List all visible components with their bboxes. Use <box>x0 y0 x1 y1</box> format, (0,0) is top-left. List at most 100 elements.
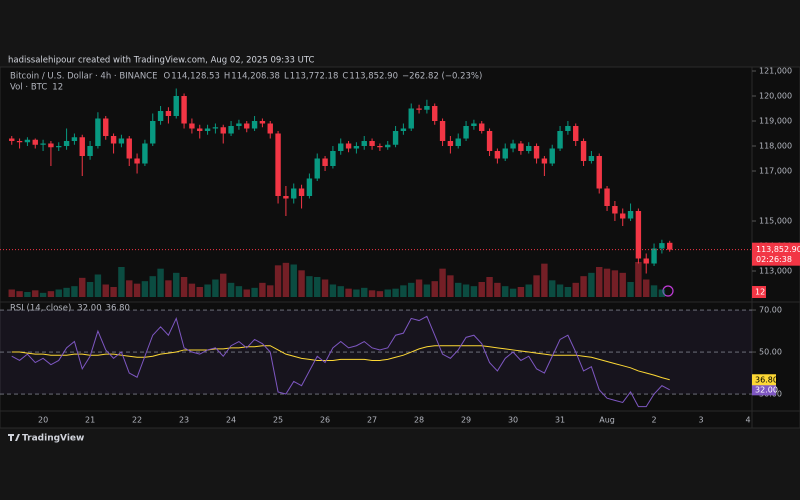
volume-bar <box>408 282 415 297</box>
volume-bar <box>533 275 540 297</box>
candle-body <box>79 137 85 156</box>
volume-bar <box>509 288 517 297</box>
candle-body <box>173 96 179 116</box>
candle-body <box>486 131 493 151</box>
candle-body <box>298 188 305 196</box>
volume-bar <box>314 277 321 297</box>
volume-last-box <box>752 286 766 298</box>
rsi-legend-value: 32.00 <box>77 304 101 314</box>
candle-body <box>596 156 602 189</box>
candle-body <box>659 243 665 249</box>
volume-bar <box>79 277 86 297</box>
candle-body <box>32 139 38 145</box>
rsi-legend-title: RSI (14, close) <box>10 304 71 314</box>
candle-body <box>518 143 524 151</box>
ohlc-value: 114,128.53 <box>171 72 220 82</box>
candle-body <box>510 143 516 149</box>
candle-body <box>150 121 156 144</box>
ohlc-value: 113,852.90 <box>349 72 398 82</box>
volume-bar <box>431 281 438 297</box>
candle-body <box>283 196 289 199</box>
x-tick-label: 3 <box>699 416 704 425</box>
candle-body <box>165 111 172 116</box>
volume-bar <box>415 279 423 297</box>
candle-body <box>244 123 250 129</box>
logo-mark <box>8 434 20 441</box>
candle-body <box>565 126 571 131</box>
candle-body <box>439 121 446 141</box>
candle-body <box>502 148 508 159</box>
volume-bar <box>423 284 431 297</box>
candle-body <box>635 211 642 259</box>
rsi-last-label: 36.80 <box>755 375 778 384</box>
credit: hadissalehipour created with TradingView… <box>8 56 315 66</box>
rsi-last-box <box>752 384 776 396</box>
rsi-line <box>11 345 670 381</box>
volume-bar <box>556 284 564 297</box>
x-tick-label: 25 <box>273 416 283 425</box>
volume-bar <box>298 270 305 297</box>
candle-body <box>557 131 563 149</box>
last-price-box <box>752 242 800 266</box>
volume-bar <box>494 282 501 297</box>
candle-body <box>385 144 391 148</box>
candle-body <box>447 141 454 146</box>
candle-body <box>424 106 430 110</box>
volume-bar <box>321 279 329 297</box>
x-tick-label: 23 <box>179 416 189 425</box>
x-tick-label: 30 <box>508 416 518 425</box>
volume-bar <box>455 282 462 297</box>
volume-bar <box>368 290 376 297</box>
y-tick-label: 121,000 <box>759 67 792 76</box>
y-tick-label: 117,000 <box>759 167 792 176</box>
legend-title: Bitcoin / U.S. Dollar · 4h · BINANCE <box>10 72 158 82</box>
candle-body <box>573 126 579 141</box>
x-tick-label: 27 <box>367 416 377 425</box>
candle-body <box>259 121 266 124</box>
ohlc-value: 113,772.18 <box>290 72 339 82</box>
volume-bar <box>572 282 579 297</box>
candle-body <box>330 151 336 166</box>
volume-bar <box>227 282 235 297</box>
ohlc-key: H <box>224 72 230 82</box>
candle-body <box>142 143 148 164</box>
candle-body <box>275 133 281 196</box>
x-tick-label: 22 <box>132 416 142 425</box>
candle-body <box>24 139 31 143</box>
volume-bar <box>63 287 70 297</box>
candle-body <box>541 158 548 164</box>
volume-bar <box>267 285 274 297</box>
candle-body <box>361 141 367 146</box>
candle-body <box>369 141 375 146</box>
volume-bar <box>611 270 619 297</box>
candle-body <box>377 146 383 148</box>
volume-bar <box>353 289 360 297</box>
rsi-last-box <box>752 374 776 386</box>
x-tick-label: 2 <box>652 416 657 425</box>
y-tick-label: 113,000 <box>759 267 792 276</box>
x-tick-label: 31 <box>555 416 565 425</box>
candle-body <box>643 258 649 264</box>
volume-bar <box>517 287 525 297</box>
volume-bar <box>16 291 23 297</box>
volume-bar <box>102 284 109 297</box>
candle-body <box>667 242 673 250</box>
candle-body <box>220 127 226 134</box>
volume-bar <box>94 274 102 297</box>
candle-body <box>463 126 469 139</box>
candle-body <box>408 108 414 129</box>
x-tick-label: 20 <box>38 416 48 425</box>
candle-body <box>40 143 46 145</box>
volume-bar <box>439 268 446 297</box>
volume-bar <box>603 268 611 297</box>
volume-bar <box>564 287 572 297</box>
candle-body <box>471 123 477 126</box>
candle-body <box>63 141 70 146</box>
candle-body <box>627 211 634 219</box>
candle-body <box>533 146 540 159</box>
volume-bar <box>243 289 250 297</box>
candle-body <box>651 248 657 264</box>
candle-body <box>103 118 109 136</box>
rsi-line <box>11 315 670 408</box>
volume-bar <box>541 263 548 297</box>
